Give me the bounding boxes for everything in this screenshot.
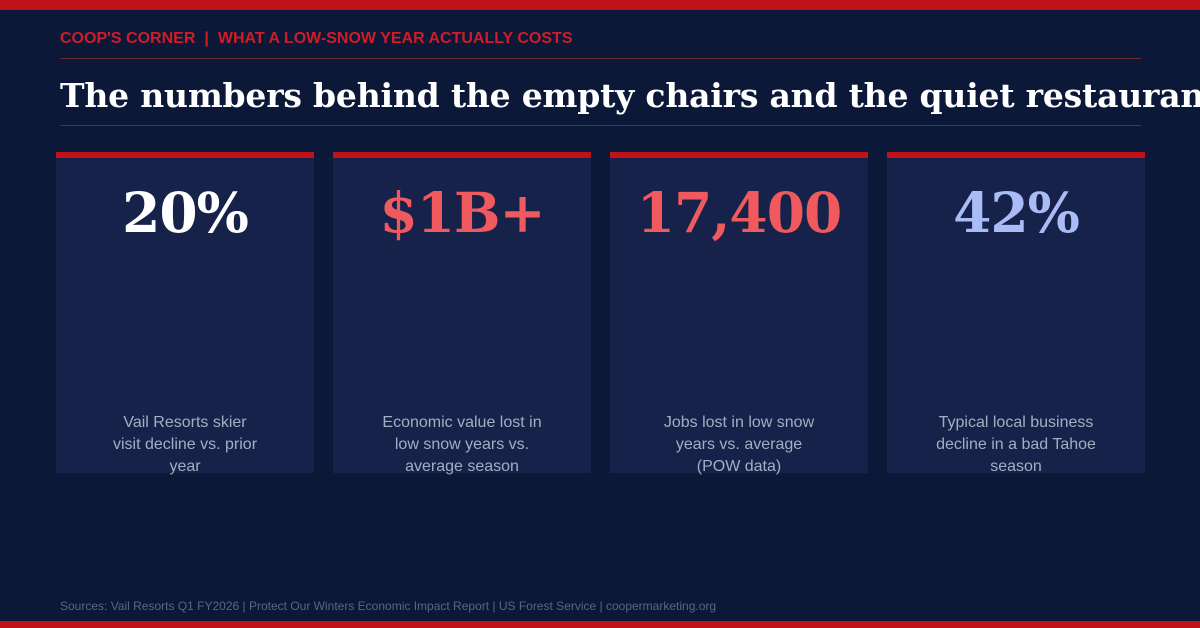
kicker-topic: WHAT A LOW-SNOW YEAR ACTUALLY COSTS — [217, 30, 573, 47]
divider-top — [60, 58, 1141, 59]
stat-description: Typical local business decline in a bad … — [936, 414, 1096, 475]
stat-card: 17,400 Jobs lost in low snow years vs. a… — [610, 152, 868, 475]
kicker-series: COOP'S CORNER — [60, 30, 196, 47]
headline: The numbers behind the empty chairs and … — [60, 76, 1200, 115]
stat-description: Economic value lost in low snow years vs… — [382, 414, 542, 475]
stat-description: Vail Resorts skier visit decline vs. pri… — [112, 414, 258, 475]
kicker: COOP'S CORNER | WHAT A LOW-SNOW YEAR ACTUA… — [60, 29, 1060, 49]
bottom-accent-bar — [0, 621, 1200, 628]
stat-card: 42% Typical local business decline in a … — [887, 152, 1145, 475]
stat-value: 17,400 — [636, 180, 843, 245]
stat-value: $1B+ — [379, 180, 545, 245]
kicker-separator: | — [204, 30, 209, 47]
sources-footnote: Sources: Vail Resorts Q1 FY2026 | Protec… — [60, 599, 717, 613]
stat-value: 20% — [122, 180, 249, 245]
stat-value: 42% — [953, 180, 1080, 245]
stat-card: $1B+ Economic value lost in low snow yea… — [333, 152, 591, 475]
stat-description: Jobs lost in low snow years vs. average … — [663, 414, 815, 475]
top-accent-bar — [0, 0, 1200, 10]
stat-card: 20% Vail Resorts skier visit decline vs.… — [56, 152, 314, 475]
divider-bottom — [60, 125, 1141, 126]
